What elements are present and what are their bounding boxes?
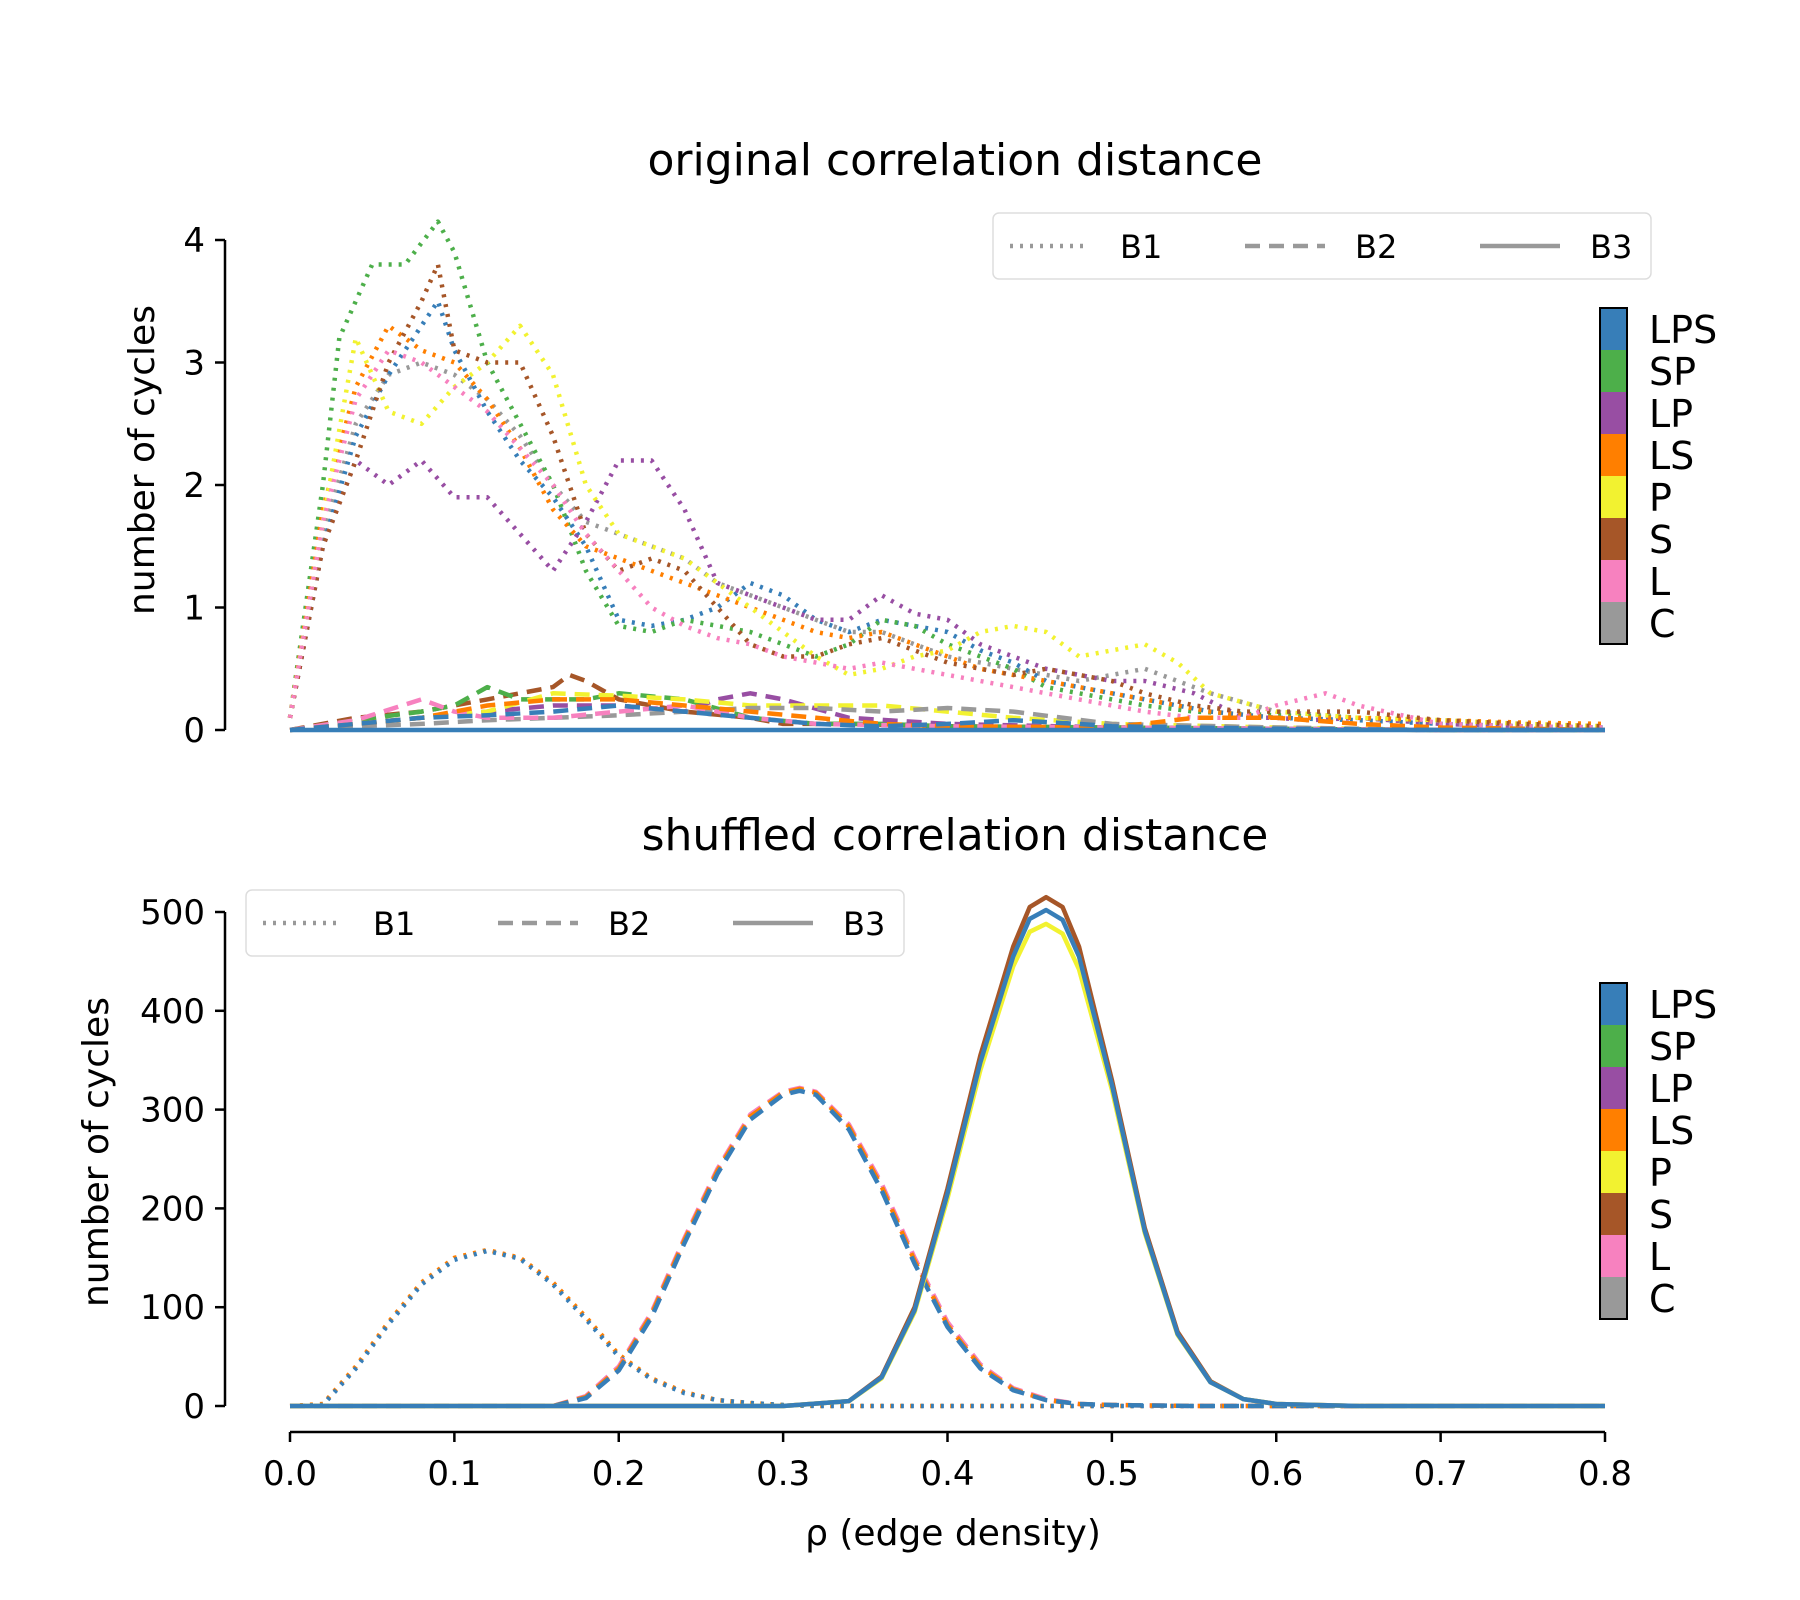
category-swatch-c bbox=[1600, 1277, 1627, 1319]
category-swatch-s bbox=[1600, 1193, 1627, 1235]
series-line-c-b2 bbox=[289, 705, 1605, 733]
x-tick-label: 0.2 bbox=[592, 1454, 646, 1494]
bottom-panel: shuffled correlation distance number of … bbox=[76, 810, 1717, 1554]
top-chart-title: original correlation distance bbox=[648, 135, 1263, 186]
category-label-lp: LP bbox=[1649, 1067, 1693, 1111]
category-swatch-s bbox=[1600, 518, 1627, 560]
series-line-l-b2 bbox=[290, 1085, 1605, 1409]
category-label-sp: SP bbox=[1649, 350, 1696, 394]
y-tick-label: 2 bbox=[183, 466, 205, 506]
bottom-x-axis-label: ρ (edge density) bbox=[805, 1513, 1101, 1554]
y-tick-label: 0 bbox=[183, 1387, 205, 1427]
legend-label-b3: B3 bbox=[843, 905, 885, 943]
category-legend-frame bbox=[1599, 307, 1628, 645]
x-tick-label: 0.4 bbox=[920, 1454, 974, 1494]
top-panel: original correlation distance number of … bbox=[122, 135, 1717, 751]
category-legend-frame bbox=[1599, 982, 1628, 1320]
category-label-c: C bbox=[1649, 1277, 1676, 1321]
category-label-sp: SP bbox=[1649, 1025, 1696, 1069]
x-tick-label: 0.8 bbox=[1578, 1454, 1632, 1494]
x-tick-label: 0.1 bbox=[427, 1454, 481, 1494]
series-line-sp-b1 bbox=[287, 219, 1606, 729]
category-label-c: C bbox=[1649, 602, 1676, 646]
series-line-lps-b1 bbox=[287, 299, 1606, 730]
category-label-l: L bbox=[1649, 1235, 1670, 1279]
category-swatch-p bbox=[1600, 1151, 1627, 1193]
y-tick-label: 4 bbox=[183, 221, 205, 261]
bottom-line-style-legend: B1 B2 B3 bbox=[245, 889, 905, 957]
category-swatch-lps bbox=[1600, 308, 1627, 350]
bottom-x-axis: 0.0 0.1 0.2 0.3 0.4 0.5 0.6 0.7 0.8 bbox=[263, 1430, 1632, 1494]
category-label-l: L bbox=[1649, 560, 1670, 604]
y-tick-label: 500 bbox=[140, 893, 205, 933]
category-label-p: P bbox=[1649, 476, 1672, 520]
category-swatch-p bbox=[1600, 476, 1627, 518]
y-tick-label: 400 bbox=[140, 992, 205, 1032]
y-tick-label: 300 bbox=[140, 1091, 205, 1131]
y-tick-label: 100 bbox=[140, 1288, 205, 1328]
category-label-lps: LPS bbox=[1649, 983, 1717, 1027]
series-line-lps-b2 bbox=[290, 1088, 1605, 1409]
top-y-axis: 0 1 2 3 4 bbox=[183, 221, 227, 751]
series-line-ls-b2 bbox=[290, 1086, 1605, 1409]
legend-label-b1: B1 bbox=[373, 905, 415, 943]
category-label-ls: LS bbox=[1649, 434, 1694, 478]
category-swatch-l bbox=[1600, 560, 1627, 602]
legend-label-b2: B2 bbox=[1355, 228, 1397, 266]
category-swatch-lp bbox=[1600, 392, 1627, 434]
series-line-p-b1 bbox=[287, 323, 1606, 729]
top-line-style-legend: B1 B2 B3 bbox=[992, 212, 1652, 280]
y-tick-label: 0 bbox=[183, 711, 205, 751]
top-plot-area bbox=[287, 219, 1606, 733]
series-line-l-b1 bbox=[287, 348, 1606, 730]
category-swatch-sp bbox=[1600, 1025, 1627, 1067]
legend-label-b3: B3 bbox=[1590, 228, 1632, 266]
x-tick-label: 0.0 bbox=[263, 1454, 317, 1494]
x-tick-label: 0.6 bbox=[1249, 1454, 1303, 1494]
series-line-lps-b2 bbox=[289, 703, 1605, 733]
category-swatch-lps bbox=[1600, 983, 1627, 1025]
y-tick-label: 200 bbox=[140, 1189, 205, 1229]
category-label-p: P bbox=[1649, 1151, 1672, 1195]
category-label-s: S bbox=[1649, 518, 1673, 562]
category-swatch-c bbox=[1600, 602, 1627, 644]
series-line-p-b3 bbox=[290, 921, 1605, 1409]
x-tick-label: 0.7 bbox=[1414, 1454, 1468, 1494]
series-line-ls-b2 bbox=[289, 697, 1606, 733]
series-line-lps-b3 bbox=[290, 907, 1605, 1409]
bottom-y-axis-label: number of cycles bbox=[76, 997, 117, 1307]
category-swatch-ls bbox=[1600, 1109, 1627, 1151]
category-swatch-l bbox=[1600, 1235, 1627, 1277]
bottom-chart-title: shuffled correlation distance bbox=[642, 810, 1269, 861]
y-tick-label: 1 bbox=[183, 589, 205, 629]
category-label-lps: LPS bbox=[1649, 308, 1717, 352]
category-label-s: S bbox=[1649, 1193, 1673, 1237]
x-tick-label: 0.3 bbox=[756, 1454, 810, 1494]
category-label-lp: LP bbox=[1649, 392, 1693, 436]
legend-label-b1: B1 bbox=[1120, 228, 1162, 266]
x-tick-label: 0.5 bbox=[1085, 1454, 1139, 1494]
category-swatch-ls bbox=[1600, 434, 1627, 476]
top-y-axis-label: number of cycles bbox=[122, 305, 163, 615]
y-tick-label: 3 bbox=[183, 344, 205, 384]
category-label-ls: LS bbox=[1649, 1109, 1694, 1153]
series-line-lps-b1 bbox=[289, 1248, 1605, 1409]
series-line-c-b1 bbox=[287, 360, 1606, 730]
bottom-plot-area bbox=[289, 894, 1605, 1409]
category-swatch-lp bbox=[1600, 1067, 1627, 1109]
bottom-y-axis: 0 100 200 300 400 500 bbox=[140, 893, 227, 1427]
series-line-ls-b1 bbox=[287, 323, 1606, 727]
category-swatch-sp bbox=[1600, 350, 1627, 392]
legend-label-b2: B2 bbox=[608, 905, 650, 943]
